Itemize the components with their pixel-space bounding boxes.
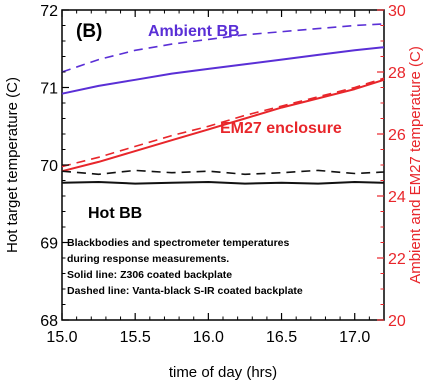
- annotation-ambient-bb: Ambient BB: [148, 23, 240, 40]
- y-tick-label-left: 68: [40, 313, 58, 330]
- series-line-5: [61, 181, 385, 185]
- series-line-1: [61, 46, 385, 95]
- y-tick-label-right: 24: [388, 189, 406, 206]
- y-axis-title-left: Hot target temperature (C): [4, 77, 21, 253]
- series-line-2: [61, 78, 385, 173]
- annotation-hot-bb: Hot BB: [88, 205, 142, 222]
- y-axis-title-right: Ambient and EM27 temperature (C): [407, 46, 424, 284]
- axes-layer: 15.0 15.5 16.0 16.5 17.0 68 69 70 71 72 20 22 24 26 28…: [40, 3, 406, 346]
- x-tick-label: 16.5: [266, 329, 297, 346]
- series-line-4: [61, 169, 385, 176]
- note-line: during response measurements.: [67, 253, 229, 265]
- series-layer: [61, 23, 385, 185]
- note-line: Solid line: Z306 coated backplate: [67, 269, 232, 281]
- x-axis-title: time of day (hrs): [169, 364, 277, 381]
- y-tick-label-left: 71: [40, 81, 58, 98]
- y-tick-label-right: 26: [388, 127, 406, 144]
- series-line-0: [61, 23, 385, 73]
- note-line: Blackbodies and spectrometer temperature…: [67, 237, 289, 249]
- x-tick-label: 17.0: [339, 329, 370, 346]
- y-tick-label-left: 69: [40, 236, 58, 253]
- annotation-em27-enclosure: EM27 enclosure: [220, 120, 342, 137]
- y-tick-label-right: 28: [388, 65, 406, 82]
- y-tick-label-right: 22: [388, 251, 406, 268]
- y-tick-label-left: 70: [40, 158, 58, 175]
- x-tick-label: 16.0: [193, 329, 224, 346]
- y-tick-label-left: 72: [40, 3, 58, 20]
- note-line: Dashed line: Vanta-black S-IR coated bac…: [67, 285, 303, 297]
- panel-label: (B): [76, 21, 102, 42]
- series-line-3: [61, 77, 385, 168]
- x-tick-label: 15.5: [120, 329, 151, 346]
- y-tick-label-right: 20: [388, 313, 406, 330]
- x-tick-label: 15.0: [46, 329, 77, 346]
- y-tick-label-right: 30: [388, 3, 406, 20]
